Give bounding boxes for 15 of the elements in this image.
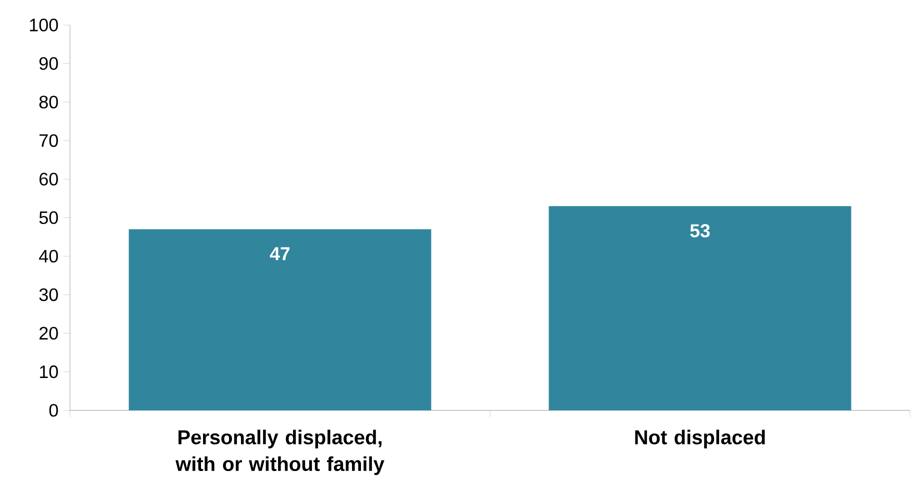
x-tick-label: Personally displaced, with or without family (176, 430, 384, 475)
y-tick-label: 50 (39, 211, 58, 224)
y-tick-label: 70 (40, 134, 58, 147)
data-label: 47 (270, 247, 290, 260)
y-tick-label: 80 (39, 96, 58, 108)
x-tick-label: Not displaced (635, 430, 765, 448)
y-tick-label: 0 (49, 404, 58, 417)
y-tick-label: 100 (30, 18, 58, 32)
y-tick-label: 40 (39, 250, 58, 263)
y-tick-label: 30 (39, 288, 58, 302)
data-label: 53 (690, 224, 710, 238)
y-tick-label: 20 (40, 326, 58, 340)
y-tick-label: 10 (40, 365, 58, 378)
y-tick-label: 90 (39, 57, 58, 70)
y-tick-label: 60 (40, 172, 58, 186)
